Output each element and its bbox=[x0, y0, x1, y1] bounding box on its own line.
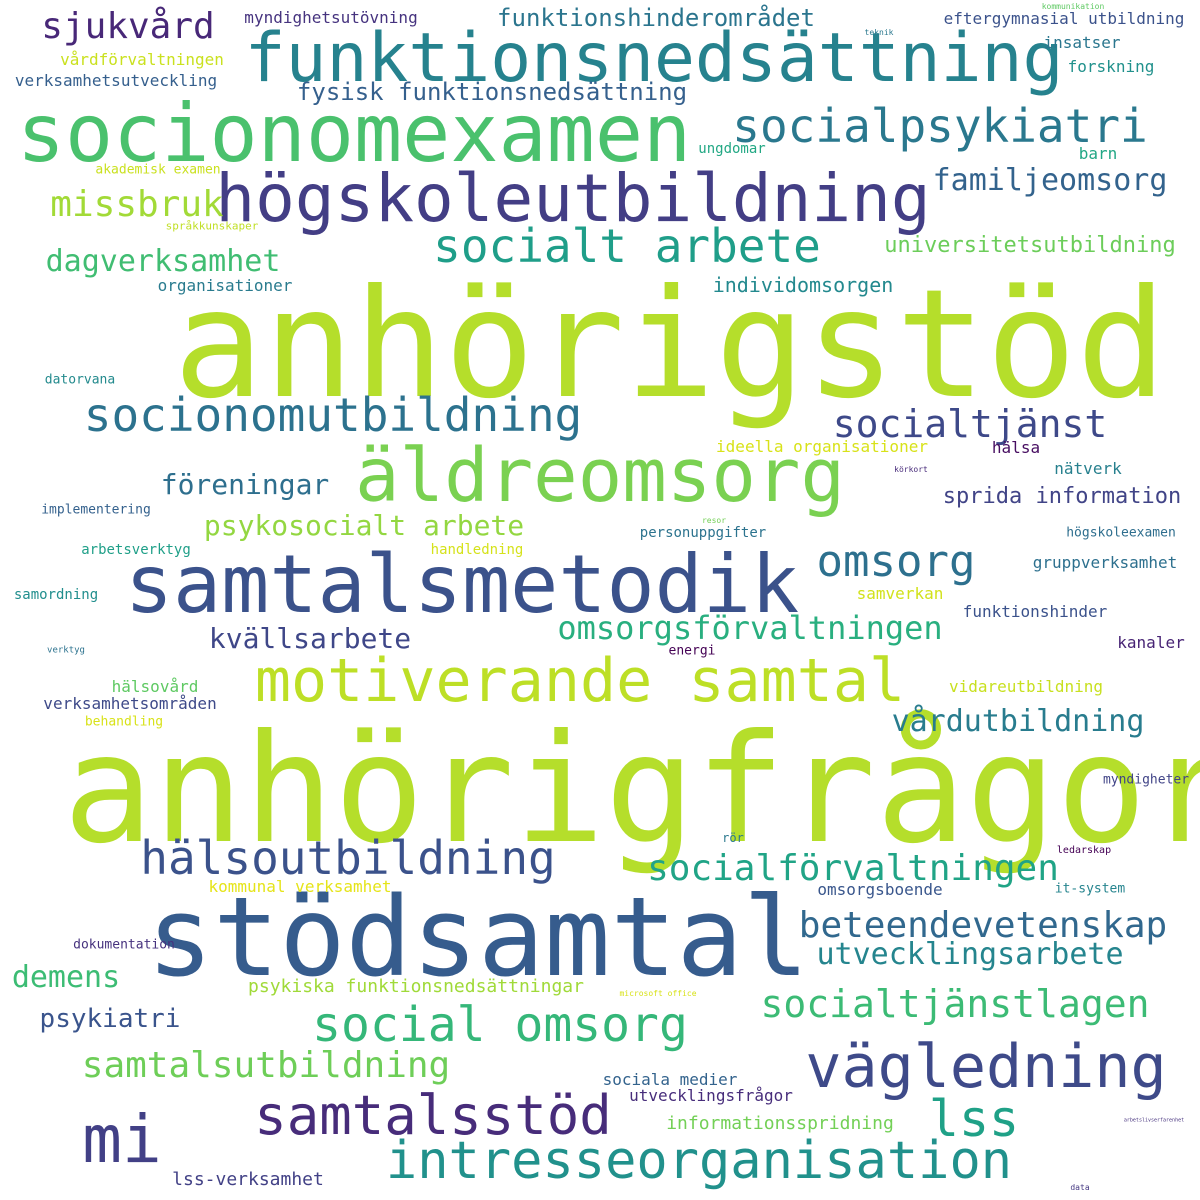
word: mi bbox=[82, 1101, 162, 1178]
word: äldreomsorg bbox=[354, 433, 846, 519]
word: verktyg bbox=[47, 645, 85, 656]
word: samtalsmetodik bbox=[124, 538, 800, 631]
word: funktionshinderområdet bbox=[497, 4, 815, 32]
word: lss bbox=[928, 1090, 1020, 1148]
word: kommunal verksamhet bbox=[208, 877, 392, 896]
word: vägledning bbox=[805, 1032, 1167, 1102]
word: högskoleutbildning bbox=[215, 160, 931, 237]
word: anhörigstöd bbox=[173, 258, 1167, 432]
word: teknik bbox=[864, 28, 894, 37]
word: utvecklingsfrågor bbox=[629, 1086, 793, 1105]
word: verksamhetsutveckling bbox=[14, 71, 218, 90]
word: dokumentation bbox=[73, 937, 175, 953]
word: it-system bbox=[1054, 881, 1126, 897]
word: psykiatri bbox=[39, 1004, 181, 1034]
word: kommunikation bbox=[1041, 2, 1105, 11]
word: demens bbox=[11, 960, 121, 995]
word: socialförvaltningen bbox=[647, 848, 1059, 889]
word: samtalsstöd bbox=[254, 1084, 612, 1147]
word: myndighetsutövning bbox=[244, 8, 418, 27]
word: ledarskap bbox=[1056, 845, 1112, 856]
word: socialtjänstlagen bbox=[760, 982, 1150, 1026]
word: språkkunskaper bbox=[165, 219, 259, 233]
word: föreningar bbox=[160, 468, 330, 501]
word: vidareutbildning bbox=[948, 677, 1104, 696]
word: anhörigfrågor bbox=[63, 703, 1200, 877]
word: arbetsverktyg bbox=[81, 542, 191, 558]
word: informationsspridning bbox=[666, 1113, 894, 1134]
word: verksamhetsområden bbox=[43, 694, 217, 713]
word: organisationer bbox=[157, 276, 293, 295]
word: microsoft office bbox=[619, 989, 697, 998]
word: högskoleexamen bbox=[1066, 525, 1176, 541]
word: funktionshinder bbox=[962, 602, 1108, 621]
word: motiverande samtal bbox=[254, 646, 906, 716]
word: dagverksamhet bbox=[45, 244, 281, 279]
word: gruppverksamhet bbox=[1032, 553, 1178, 572]
word: psykosocialt arbete bbox=[203, 509, 525, 542]
word: lss-verksamhet bbox=[172, 1169, 324, 1190]
word: eftergymnasial utbildning bbox=[943, 9, 1185, 28]
word: socionomexamen bbox=[16, 87, 692, 180]
word: ungdomar bbox=[698, 141, 766, 157]
word: fysisk funktionsnedsättning bbox=[296, 78, 688, 106]
word: missbruk bbox=[50, 184, 224, 225]
word: insatser bbox=[1043, 33, 1121, 52]
word: vårdförvaltningen bbox=[60, 50, 224, 69]
word: samtalsutbildning bbox=[81, 1045, 451, 1086]
word: handledning bbox=[430, 542, 524, 558]
word: sprida information bbox=[942, 484, 1182, 509]
word: psykiska funktionsnedsättningar bbox=[248, 976, 584, 997]
word: hälsovård bbox=[111, 677, 199, 696]
word: vårdutbildning bbox=[891, 704, 1145, 739]
word: akademisk examen bbox=[95, 162, 221, 178]
word: samordning bbox=[13, 587, 99, 603]
word: funktionsnedsättning bbox=[244, 19, 1064, 98]
word: familjeomsorg bbox=[932, 163, 1168, 198]
word: intresseorganisation bbox=[385, 1131, 1013, 1191]
word: resor bbox=[701, 516, 727, 525]
word: hälsoutbildning bbox=[140, 831, 556, 885]
word: omsorg bbox=[816, 536, 976, 587]
word: arbetslivserfarenhet bbox=[1123, 1117, 1185, 1124]
word: ideella organisationer bbox=[716, 437, 928, 456]
word: universitetsutbildning bbox=[884, 233, 1176, 258]
word: samverkan bbox=[856, 584, 944, 603]
word: beteendevetenskap bbox=[798, 905, 1168, 946]
word: socionomutbildning bbox=[83, 388, 583, 442]
word: data bbox=[1070, 1183, 1090, 1192]
word: socialtjänst bbox=[832, 402, 1108, 446]
word: myndigheter bbox=[1102, 772, 1190, 788]
word: omsorgsförvaltningen bbox=[557, 609, 943, 647]
word: barn bbox=[1078, 144, 1118, 163]
word: hälsa bbox=[991, 438, 1041, 457]
word: datorvana bbox=[44, 372, 116, 388]
word: socialpsykiatri bbox=[732, 99, 1148, 153]
word: nätverk bbox=[1054, 459, 1122, 478]
word: kvällsarbete bbox=[208, 622, 412, 655]
word: sjukvård bbox=[41, 6, 215, 47]
word: energi bbox=[668, 643, 716, 659]
word: sociala medier bbox=[602, 1070, 738, 1089]
word: behandling bbox=[84, 714, 164, 730]
word: omsorgsboende bbox=[817, 880, 943, 899]
word: körkort bbox=[894, 465, 928, 474]
word: implementering bbox=[41, 502, 151, 518]
word: socialt arbete bbox=[433, 219, 821, 273]
word: stödsamtal bbox=[146, 873, 810, 1001]
word: personuppgifter bbox=[639, 525, 767, 541]
word: utvecklingsarbete bbox=[816, 937, 1124, 972]
word: kanaler bbox=[1117, 633, 1185, 652]
word: social omsorg bbox=[312, 997, 688, 1053]
word: forskning bbox=[1067, 57, 1155, 76]
word: individomsorgen bbox=[712, 273, 894, 297]
word: rör bbox=[722, 831, 744, 845]
